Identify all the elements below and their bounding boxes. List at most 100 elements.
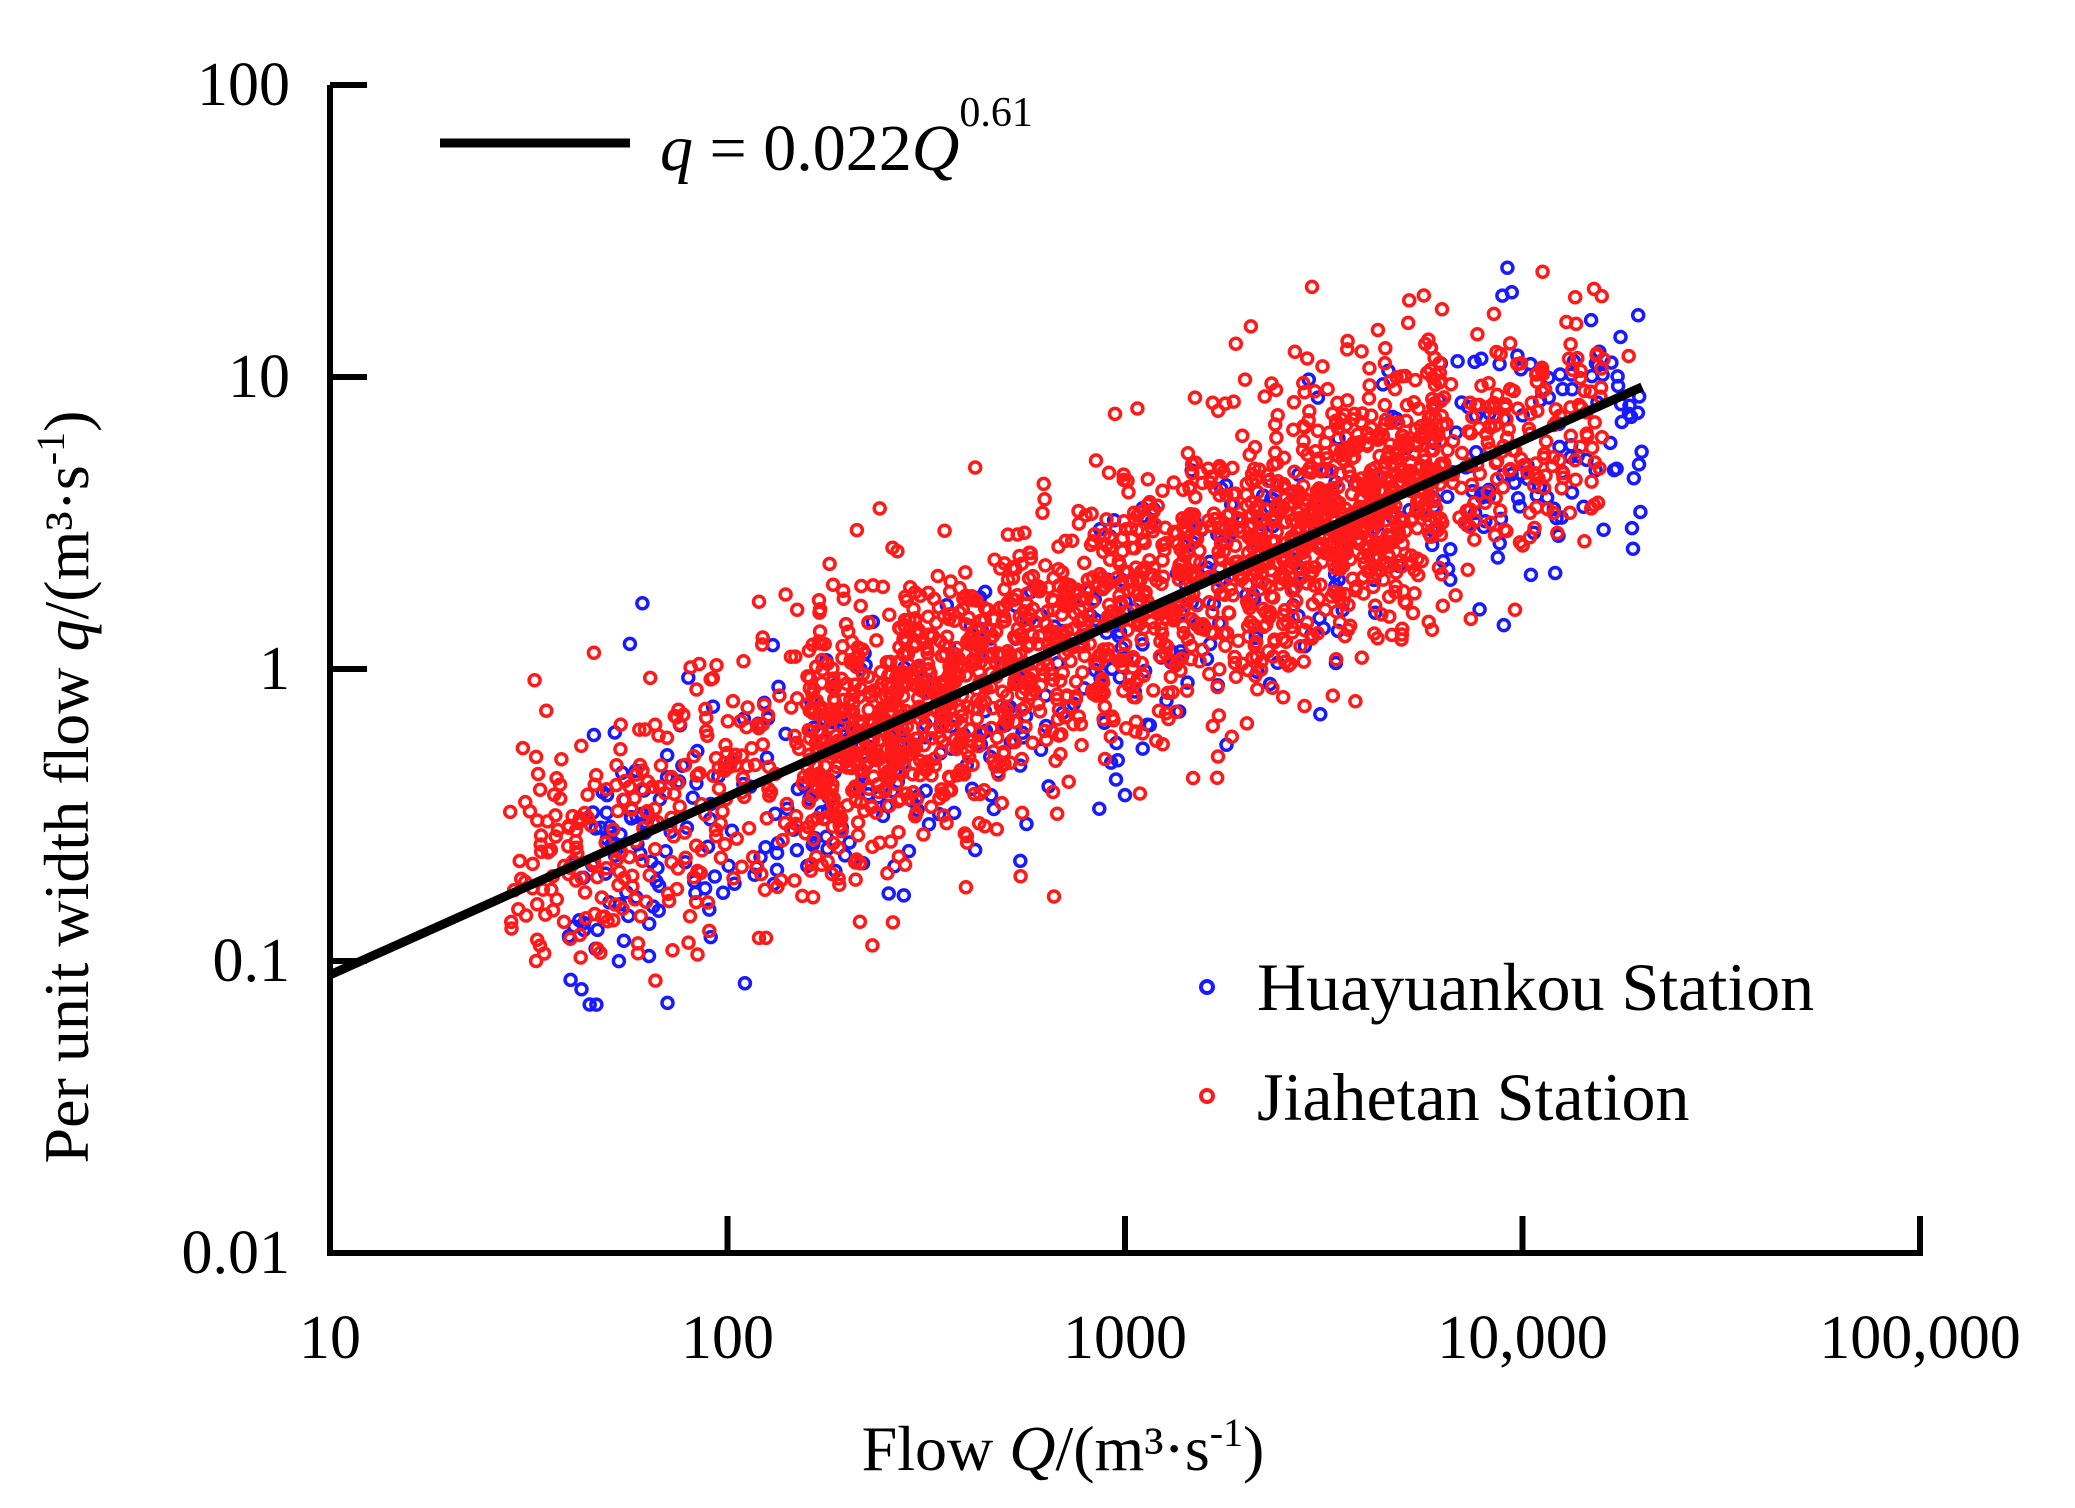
- data-point: [1510, 490, 1526, 506]
- data-point: [544, 882, 559, 898]
- data-point: [1320, 381, 1335, 397]
- data-point: [905, 784, 921, 800]
- data-point: [804, 724, 819, 739]
- data-point: [648, 973, 663, 988]
- data-point: [1631, 457, 1647, 472]
- data-point: [1348, 694, 1363, 709]
- data-point: [870, 777, 885, 792]
- data-point: [791, 741, 807, 756]
- data-point: [1113, 653, 1129, 668]
- data-point: [1587, 455, 1603, 470]
- data-point: [1214, 616, 1229, 631]
- data-point: [518, 794, 533, 810]
- data-point: [1364, 471, 1380, 486]
- data-point: [994, 795, 1010, 811]
- data-point: [949, 640, 965, 656]
- data-point: [1567, 452, 1583, 468]
- data-point: [1166, 613, 1181, 628]
- data-point: [966, 701, 981, 716]
- data-point: [530, 813, 545, 828]
- data-point: [898, 589, 913, 604]
- data-point: [1492, 503, 1508, 518]
- data-point: [697, 881, 713, 896]
- data-point: [1116, 467, 1131, 482]
- data-point: [632, 722, 647, 737]
- data-point: [1435, 458, 1451, 473]
- data-point: [1500, 260, 1515, 275]
- data-point: [1005, 560, 1020, 575]
- data-point: [700, 895, 716, 910]
- data-point: [642, 868, 657, 883]
- data-point: [861, 685, 877, 700]
- data-point: [681, 935, 696, 950]
- data-point: [1584, 474, 1599, 489]
- data-point: [1252, 582, 1268, 597]
- data-point: [1464, 477, 1480, 492]
- data-point: [811, 592, 827, 608]
- data-point: [1422, 513, 1437, 529]
- data-point: [1445, 475, 1461, 491]
- data-point: [1538, 434, 1554, 449]
- data-point: [539, 703, 554, 718]
- data-point: [1396, 428, 1411, 444]
- data-point: [1547, 565, 1563, 581]
- data-point: [754, 866, 769, 882]
- data-point: [891, 682, 907, 698]
- data-point: [950, 656, 966, 672]
- data-point: [904, 672, 920, 687]
- data-point: [868, 805, 884, 820]
- data-point: [1363, 430, 1378, 445]
- data-point: [1332, 528, 1348, 543]
- data-point: [737, 975, 753, 991]
- data-point: [996, 746, 1011, 762]
- data-point: [825, 808, 841, 824]
- data-point: [986, 753, 1001, 769]
- y-tick-label: 100: [197, 51, 290, 119]
- data-point: [1445, 433, 1461, 449]
- data-point: [1068, 674, 1084, 689]
- data-point: [1284, 583, 1299, 598]
- data-point: [1510, 401, 1526, 416]
- data-point: [1210, 749, 1226, 764]
- data-point: [698, 701, 713, 717]
- data-point: [912, 767, 928, 783]
- data-point: [1435, 598, 1451, 614]
- data-point: [1036, 476, 1051, 492]
- data-point: [872, 501, 887, 516]
- data-point: [532, 782, 548, 797]
- data-point: [969, 621, 984, 636]
- data-point: [853, 598, 868, 614]
- data-point: [1071, 516, 1087, 531]
- data-point: [546, 787, 562, 802]
- data-point: [1301, 412, 1316, 428]
- data-point: [1411, 401, 1426, 416]
- data-point: [1428, 398, 1443, 414]
- data-point: [825, 577, 841, 592]
- data-point: [1180, 675, 1195, 690]
- data-point: [1209, 770, 1225, 786]
- data-point: [984, 720, 999, 736]
- data-point: [893, 791, 909, 807]
- data-point: [711, 781, 727, 796]
- data-point: [1384, 627, 1400, 643]
- data-point: [814, 675, 829, 691]
- data-point: [577, 885, 593, 900]
- data-point: [1387, 381, 1403, 397]
- data-point: [1106, 713, 1121, 728]
- data-point: [688, 894, 704, 910]
- y-tick-label: 0.01: [182, 1219, 291, 1287]
- data-point: [1354, 650, 1370, 665]
- data-point: [1398, 413, 1414, 429]
- data-point: [1187, 390, 1203, 405]
- data-point: [1421, 411, 1437, 426]
- data-point: [1097, 699, 1113, 714]
- data-point: [1502, 381, 1518, 397]
- data-point: [1299, 351, 1315, 366]
- data-point: [1201, 513, 1216, 528]
- data-point: [700, 728, 715, 743]
- data-point: [1393, 468, 1409, 484]
- data-point: [554, 751, 569, 767]
- data-point: [692, 766, 707, 781]
- data-point: [1507, 475, 1522, 491]
- series-huayuankou: [561, 260, 1649, 1012]
